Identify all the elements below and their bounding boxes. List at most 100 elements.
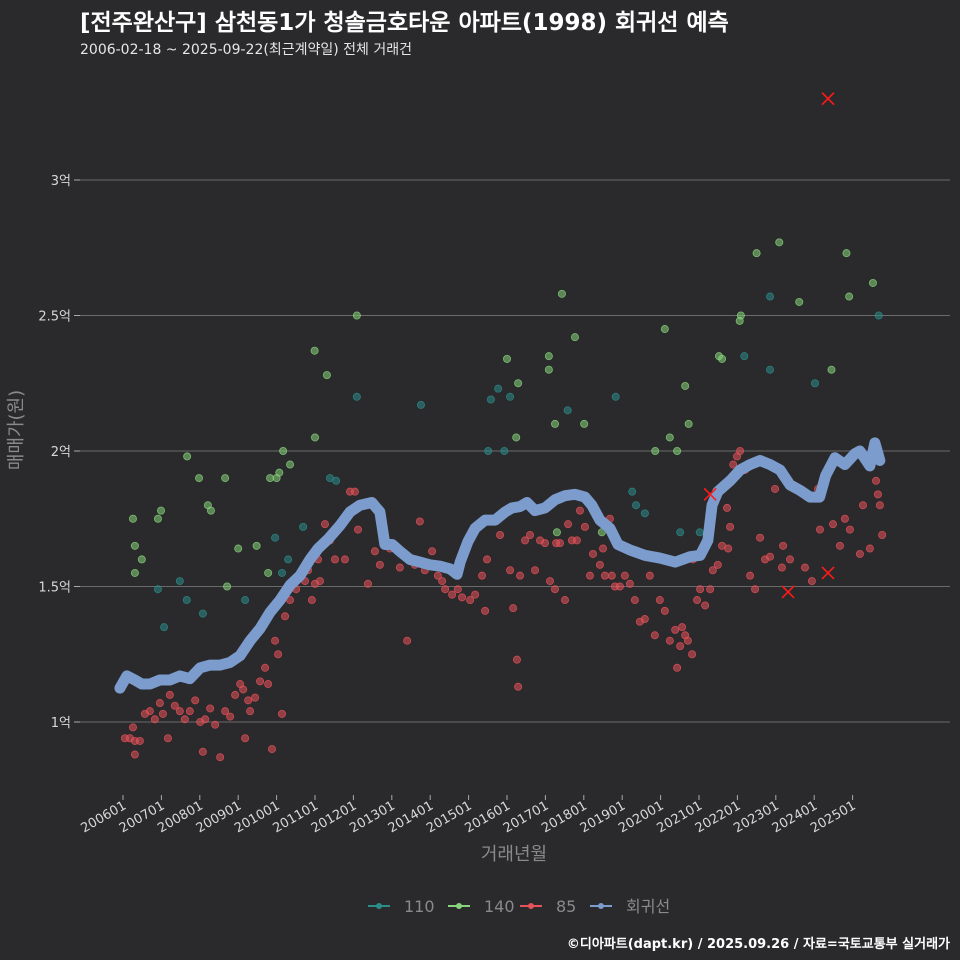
data-point-110	[352, 392, 361, 401]
outlier-x-mark	[703, 487, 717, 501]
data-point-85	[858, 501, 867, 510]
y-axis: 1억 1.5억 2억 2.5억 3억	[38, 174, 80, 731]
data-point-85	[514, 682, 523, 691]
data-point-85	[599, 544, 608, 553]
data-point-140	[275, 468, 284, 477]
data-point-85	[835, 541, 844, 550]
data-point-140	[827, 365, 836, 374]
data-point-140	[206, 506, 215, 515]
data-point-110	[740, 352, 749, 361]
data-point-110	[810, 379, 819, 388]
legend-item-140[interactable]: 140	[448, 897, 515, 916]
data-point-140	[842, 249, 851, 258]
data-point-85	[756, 533, 765, 542]
data-point-140	[514, 379, 523, 388]
data-point-110	[506, 392, 515, 401]
outlier-marks	[703, 92, 835, 599]
data-point-85	[829, 520, 838, 529]
legend: 110 140 85 회귀선	[368, 897, 670, 916]
data-point-85	[555, 539, 564, 548]
data-point-85	[221, 707, 230, 716]
data-point-140	[502, 354, 511, 363]
data-point-85	[354, 525, 363, 534]
data-point-85	[185, 707, 194, 716]
data-point-85	[428, 547, 437, 556]
data-point-85	[307, 596, 316, 605]
data-point-85	[873, 490, 882, 499]
data-point-140	[512, 433, 521, 442]
data-point-140	[221, 474, 230, 483]
legend-item-110[interactable]: 110	[368, 897, 435, 916]
data-point-85	[448, 590, 457, 599]
data-point-85	[779, 541, 788, 550]
data-point-85	[320, 520, 329, 529]
data-point-140	[137, 555, 146, 564]
data-point-110	[632, 501, 641, 510]
data-point-85	[713, 560, 722, 569]
data-point-85	[251, 693, 260, 702]
data-point-85	[575, 506, 584, 515]
data-point-110	[198, 609, 207, 618]
data-point-85	[163, 734, 172, 743]
y-tick-label: 1억	[51, 716, 71, 731]
data-point-85	[441, 585, 450, 594]
data-point-140	[130, 568, 139, 577]
outlier-x-mark	[781, 585, 795, 599]
legend-swatch-dot	[376, 903, 382, 909]
data-point-85	[458, 593, 467, 602]
data-point-85	[676, 642, 685, 651]
data-point-85	[807, 577, 816, 586]
data-point-85	[736, 446, 745, 455]
data-point-85	[170, 701, 179, 710]
data-point-85	[786, 555, 795, 564]
data-point-85	[433, 571, 442, 580]
data-point-140	[570, 333, 579, 342]
data-point-140	[651, 446, 660, 455]
data-point-85	[231, 690, 240, 699]
data-point-85	[665, 636, 674, 645]
data-point-85	[496, 531, 505, 540]
data-point-85	[438, 577, 447, 586]
data-point-140	[352, 311, 361, 320]
legend-swatch-dot	[528, 903, 534, 909]
data-point-140	[845, 292, 854, 301]
data-point-85	[211, 720, 220, 729]
data-point-110	[486, 395, 495, 404]
data-point-140	[195, 474, 204, 483]
data-point-85	[483, 555, 492, 564]
y-tick-label: 3억	[51, 174, 71, 189]
data-point-140	[736, 311, 745, 320]
footer-credit: ©디아파트(dapt.kr) / 2025.09.26 / 자료=국토교통부 실…	[566, 937, 950, 952]
data-point-85	[541, 539, 550, 548]
data-point-85	[277, 709, 286, 718]
data-point-85	[845, 525, 854, 534]
data-point-110	[628, 487, 637, 496]
data-point-85	[572, 536, 581, 545]
data-point-140	[795, 297, 804, 306]
data-point-140	[310, 346, 319, 355]
data-point-85	[155, 699, 164, 708]
gridlines	[80, 179, 950, 723]
data-point-140	[128, 514, 137, 523]
data-point-140	[665, 433, 674, 442]
data-point-140	[752, 249, 761, 258]
data-point-85	[580, 522, 589, 531]
data-point-85	[630, 596, 639, 605]
data-point-85	[264, 680, 273, 689]
data-point-85	[615, 582, 624, 591]
data-point-85	[145, 707, 154, 716]
data-point-85	[340, 555, 349, 564]
data-point-85	[729, 460, 738, 469]
data-point-85	[226, 712, 235, 721]
data-point-140	[183, 452, 192, 461]
data-point-85	[625, 579, 634, 588]
data-point-85	[865, 544, 874, 553]
legend-item-85[interactable]: 85	[520, 897, 576, 916]
data-point-140	[286, 460, 295, 469]
legend-item-회귀선[interactable]: 회귀선	[590, 897, 670, 916]
data-point-85	[800, 563, 809, 572]
data-point-140	[681, 381, 690, 390]
data-point-110	[766, 292, 775, 301]
data-point-85	[471, 590, 480, 599]
